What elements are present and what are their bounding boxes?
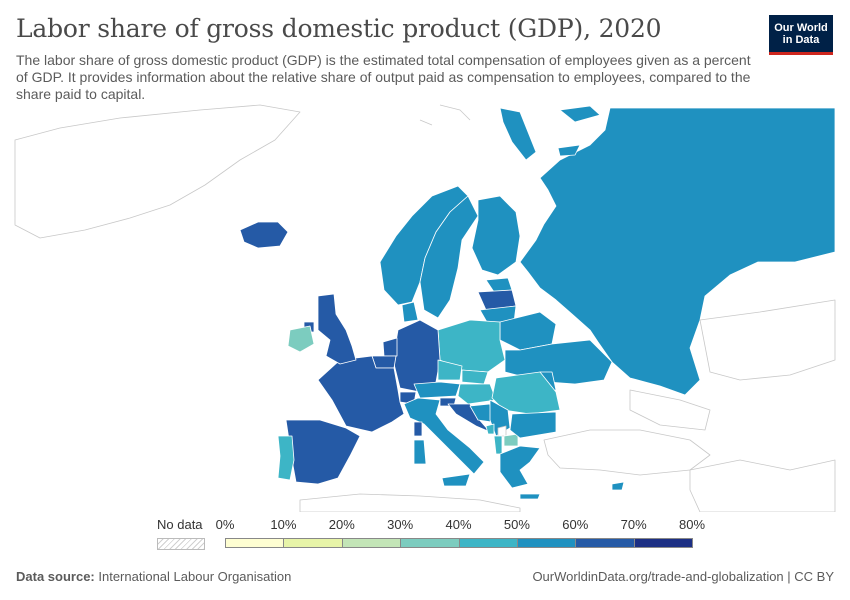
data-source: Data source: International Labour Organi… xyxy=(16,569,291,584)
region-czechia[interactable] xyxy=(437,359,463,381)
legend-no-data-swatch[interactable] xyxy=(157,538,205,550)
legend-tick-label: 70% xyxy=(620,517,647,532)
region-germany[interactable] xyxy=(392,319,441,393)
region-novaya-zemlya[interactable] xyxy=(499,107,537,161)
data-source-value[interactable]: International Labour Organisation xyxy=(98,569,292,584)
legend-tick-label: 40% xyxy=(445,517,472,532)
chart-title: Labor share of gross domestic product (G… xyxy=(16,14,662,43)
legend-tick-label: 0% xyxy=(215,517,235,532)
region-romania[interactable] xyxy=(491,371,561,415)
region-cyprus[interactable] xyxy=(611,481,625,491)
data-source-label: Data source: xyxy=(16,569,95,584)
legend-tick-label: 30% xyxy=(387,517,414,532)
region-north-africa[interactable] xyxy=(299,493,521,512)
chart-subtitle: The labor share of gross domestic produc… xyxy=(16,52,751,102)
region-netherlands[interactable] xyxy=(382,337,398,357)
region-arctic-island-2[interactable] xyxy=(557,144,581,157)
region-turkey[interactable] xyxy=(543,429,711,476)
region-franz-josef[interactable] xyxy=(559,105,601,123)
region-austria[interactable] xyxy=(413,381,461,399)
region-middle-east[interactable] xyxy=(689,459,836,512)
region-finland[interactable] xyxy=(471,195,521,276)
region-portugal[interactable] xyxy=(277,435,295,481)
region-iceland[interactable] xyxy=(239,221,289,249)
region-sweden[interactable] xyxy=(419,195,479,319)
region-svalbard-outline xyxy=(419,104,471,126)
region-italy[interactable] xyxy=(403,397,485,475)
region-albania[interactable] xyxy=(493,435,503,455)
map-legend: No data 0% 10% 20% 30% 40% 50% 60% 70% 80% xyxy=(0,512,850,552)
legend-bin[interactable] xyxy=(225,538,285,548)
legend-tick-label: 20% xyxy=(328,517,355,532)
logo-line-2: in Data xyxy=(782,33,820,46)
legend-tick-label: 80% xyxy=(678,517,706,532)
footer-url[interactable]: OurWorldinData.org/trade-and-globalizati… xyxy=(532,569,834,584)
legend-tick-label: 60% xyxy=(562,517,589,532)
legend-bin[interactable] xyxy=(633,538,693,548)
europe-map[interactable] xyxy=(0,100,850,512)
legend-no-data-label: No data xyxy=(157,517,203,532)
region-caucasus[interactable] xyxy=(629,389,711,431)
region-denmark[interactable] xyxy=(401,301,419,323)
region-slovakia[interactable] xyxy=(461,369,489,385)
region-france[interactable] xyxy=(317,355,405,433)
region-corsica[interactable] xyxy=(413,421,423,437)
region-united-kingdom[interactable] xyxy=(317,293,357,365)
region-greenland[interactable] xyxy=(14,104,301,239)
region-sardinia[interactable] xyxy=(413,439,427,465)
region-spain[interactable] xyxy=(285,419,361,485)
region-bulgaria[interactable] xyxy=(509,411,557,439)
legend-bin[interactable] xyxy=(341,538,402,548)
region-north-macedonia[interactable] xyxy=(503,433,519,447)
region-kazakhstan[interactable] xyxy=(699,299,836,381)
owid-logo[interactable]: Our World in Data xyxy=(769,15,833,55)
region-ireland[interactable] xyxy=(287,325,315,353)
region-crete[interactable] xyxy=(519,493,541,500)
region-greece[interactable] xyxy=(499,445,541,489)
region-russia[interactable] xyxy=(519,107,836,396)
region-sicily[interactable] xyxy=(441,473,471,487)
legend-bin[interactable] xyxy=(516,538,577,548)
logo-line-1: Our World xyxy=(774,21,828,34)
legend-bin[interactable] xyxy=(283,538,343,548)
region-hungary[interactable] xyxy=(457,383,497,405)
legend-tick-label: 50% xyxy=(503,517,530,532)
legend-tick-label: 10% xyxy=(270,517,297,532)
legend-bin[interactable] xyxy=(458,538,518,548)
region-kosovo xyxy=(497,425,507,437)
legend-bin[interactable] xyxy=(400,538,460,548)
legend-bin[interactable] xyxy=(575,538,635,548)
region-montenegro[interactable] xyxy=(485,423,495,435)
